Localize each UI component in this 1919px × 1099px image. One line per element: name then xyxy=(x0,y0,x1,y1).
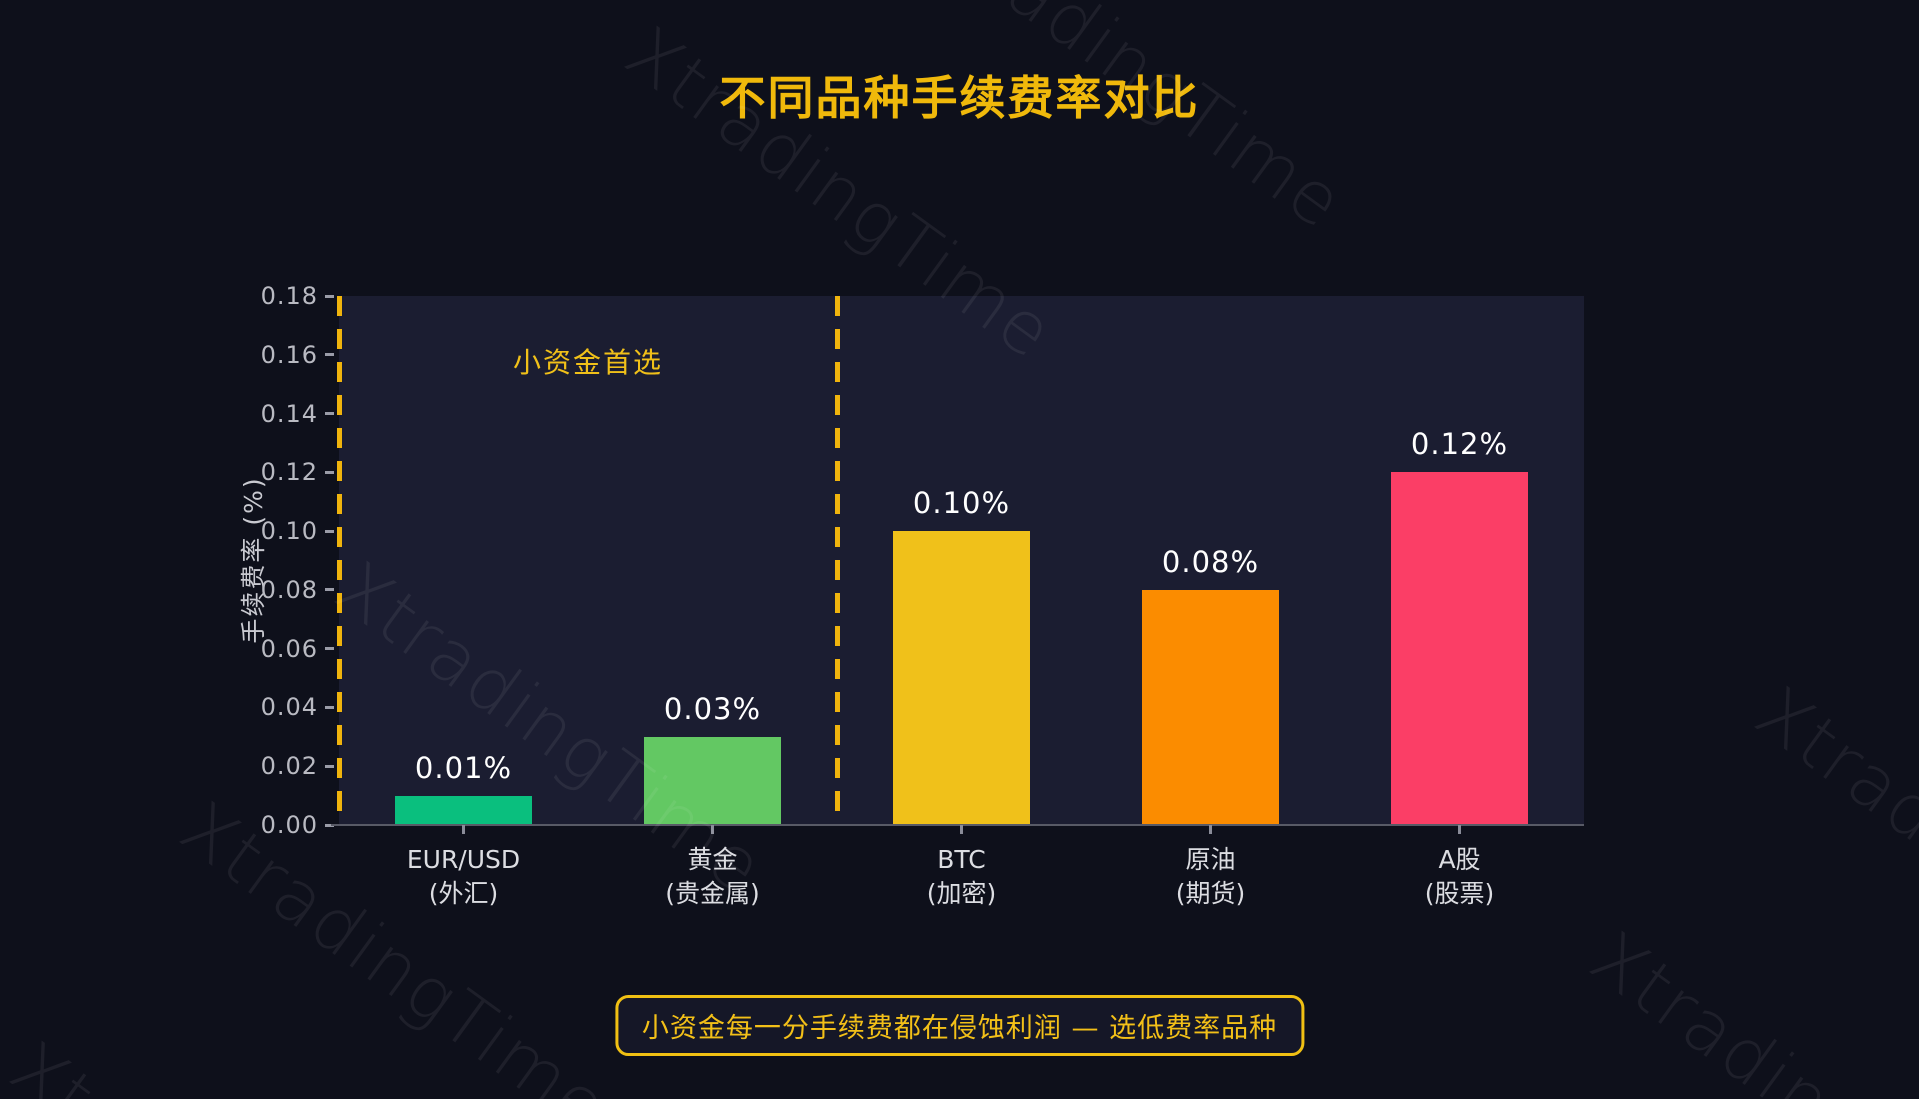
x-category-btc: BTC (加密) xyxy=(837,825,1086,911)
x-tick-mark xyxy=(462,825,465,834)
y-tick: 0.02 xyxy=(261,752,334,780)
y-tick-label: 0.14 xyxy=(260,399,318,428)
y-tick-mark xyxy=(325,823,334,827)
bar-eurusd xyxy=(395,795,532,825)
y-tick-label: 0.18 xyxy=(260,282,318,310)
y-axis-ticks: 0.18 0.16 0.14 0.12 0.10 0.08 0.06 0.04 … xyxy=(0,282,334,839)
bar-slot-crude: 0.08% xyxy=(1086,296,1335,825)
y-tick-label: 0.00 xyxy=(260,811,318,839)
x-category-sub: (加密) xyxy=(926,878,997,908)
x-tick-mark xyxy=(960,825,963,834)
y-tick-label: 0.16 xyxy=(260,340,318,369)
watermark: XtradingTime xyxy=(0,1025,454,1099)
x-category-sub: (外汇) xyxy=(428,878,499,908)
bar-slot-eurusd: 0.01% xyxy=(339,296,588,825)
x-category-name: 黄金 xyxy=(687,845,738,874)
x-category-crude: 原油 (期货) xyxy=(1086,825,1335,911)
bar-gold xyxy=(644,736,781,825)
x-category-name: EUR/USD xyxy=(406,845,521,874)
dashed-line-separator xyxy=(835,296,840,825)
plot-area: 0.01% 0.03% 0.10% 0.08% 0.12% xyxy=(337,296,1584,825)
y-tick: 0.12 xyxy=(261,458,334,486)
y-tick-mark xyxy=(325,470,334,474)
bars-container: 0.01% 0.03% 0.10% 0.08% 0.12% xyxy=(339,296,1584,825)
y-tick-mark xyxy=(325,764,334,768)
x-category-name: 原油 xyxy=(1185,845,1236,874)
dashed-line-left xyxy=(337,296,342,825)
watermark: XtradingTime xyxy=(1575,915,1919,1099)
y-tick: 0.14 xyxy=(261,400,334,428)
y-tick: 0.08 xyxy=(261,576,334,604)
bar-value-label: 0.01% xyxy=(414,750,513,785)
y-tick-label: 0.12 xyxy=(260,458,318,487)
y-tick-label: 0.10 xyxy=(260,517,318,546)
x-category-astock: A股 (股票) xyxy=(1335,825,1584,911)
bar-slot-astock: 0.12% xyxy=(1335,296,1584,825)
x-axis-categories: EUR/USD (外汇) 黄金 (贵金属) BTC (加密) 原油 (期货) A… xyxy=(339,825,1584,911)
y-tick-mark xyxy=(325,353,334,357)
bar-crude xyxy=(1142,589,1279,825)
y-tick: 0.00 xyxy=(261,811,334,839)
x-tick-mark xyxy=(1209,825,1212,834)
x-tick-mark xyxy=(711,825,714,834)
y-tick-mark xyxy=(325,529,334,533)
y-tick-mark xyxy=(325,294,334,298)
y-tick-mark xyxy=(325,647,334,651)
bar-value-label: 0.08% xyxy=(1161,544,1260,579)
bar-btc xyxy=(893,531,1030,825)
y-tick-mark xyxy=(325,588,334,592)
y-tick-mark xyxy=(325,412,334,416)
callout-banner: 小资金每一分手续费都在侵蚀利润 — 选低费率品种 xyxy=(614,995,1305,1056)
y-tick-label: 0.08 xyxy=(260,575,318,604)
bar-value-label: 0.10% xyxy=(912,486,1011,521)
bar-value-label: 0.03% xyxy=(663,691,762,726)
y-tick-mark xyxy=(325,705,334,709)
x-category-sub: (期货) xyxy=(1175,878,1246,908)
x-category-sub: (贵金属) xyxy=(665,878,760,908)
y-tick: 0.18 xyxy=(261,282,334,310)
watermark: XtradingTime xyxy=(1740,670,1919,1036)
x-tick-mark xyxy=(1458,825,1461,834)
bar-slot-btc: 0.10% xyxy=(837,296,1086,825)
bar-value-label: 0.12% xyxy=(1410,427,1509,462)
x-axis-spine xyxy=(331,824,1584,826)
x-category-name: BTC xyxy=(937,845,986,874)
y-tick: 0.10 xyxy=(261,517,334,545)
x-category-name: A股 xyxy=(1438,845,1481,874)
y-tick: 0.04 xyxy=(261,693,334,721)
y-tick-label: 0.04 xyxy=(260,693,318,722)
bar-slot-gold: 0.03% xyxy=(588,296,837,825)
bar-astock xyxy=(1391,472,1528,825)
y-tick-label: 0.06 xyxy=(260,634,318,663)
y-tick: 0.16 xyxy=(261,341,334,369)
y-tick: 0.06 xyxy=(261,635,334,663)
x-category-sub: (股票) xyxy=(1424,878,1495,908)
annotation-small-capital: 小资金首选 xyxy=(512,346,664,379)
x-category-gold: 黄金 (贵金属) xyxy=(588,825,837,911)
chart-title: 不同品种手续费率对比 xyxy=(719,71,1200,125)
y-tick-label: 0.02 xyxy=(260,752,318,781)
x-category-eurusd: EUR/USD (外汇) xyxy=(339,825,588,911)
